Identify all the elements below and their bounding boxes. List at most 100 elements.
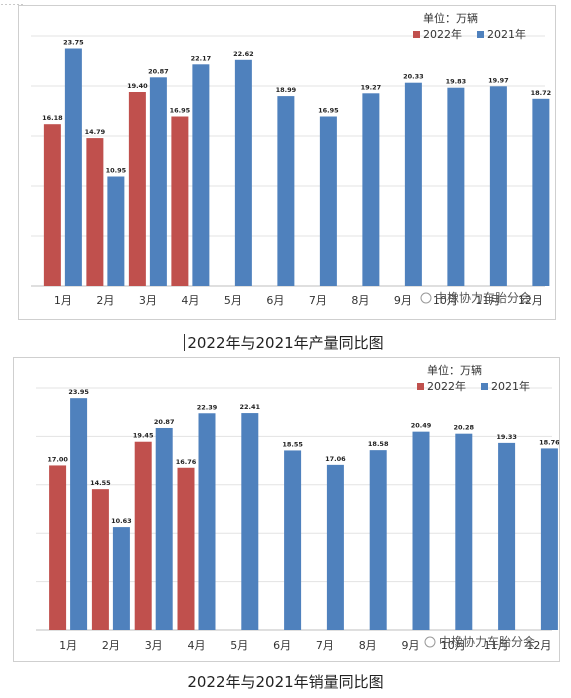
data-label: 19.97 xyxy=(488,76,509,84)
bar xyxy=(43,124,61,286)
data-label: 20.28 xyxy=(454,424,475,432)
sales-chart-caption: 2022年与2021年销量同比图 xyxy=(187,673,384,691)
data-label: 22.41 xyxy=(240,403,261,411)
data-label: 22.39 xyxy=(197,403,218,411)
sales-chart-svg: 单位：万辆 2022年 2021年 17.00 23.95 1月 14.55 10.63 2月 1… xyxy=(36,363,559,652)
category-label: 9月 xyxy=(394,294,412,307)
bar xyxy=(532,98,550,286)
category-label: 6月 xyxy=(273,639,291,652)
data-label: 16.95 xyxy=(170,107,191,115)
data-label: 23.75 xyxy=(63,39,84,47)
category-label: 8月 xyxy=(359,639,377,652)
bar xyxy=(192,64,210,286)
production-chart: 单位：万辆 2022年 2021年 16.18 23.75 1月 14.79 10.95 2月 1… xyxy=(18,5,556,320)
bar xyxy=(91,489,109,630)
data-label: 17.06 xyxy=(325,455,346,463)
bar xyxy=(241,413,259,630)
bar xyxy=(277,96,295,286)
bar xyxy=(134,441,152,630)
bar xyxy=(455,433,473,630)
category-label: 2月 xyxy=(96,294,114,307)
production-chart-caption: 2022年与2021年产量同比图 xyxy=(187,334,384,352)
data-label: 10.95 xyxy=(106,167,127,175)
bar xyxy=(198,413,216,630)
category-label: 9月 xyxy=(402,639,420,652)
bar xyxy=(326,464,344,630)
bar xyxy=(107,176,125,286)
category-label: 7月 xyxy=(316,639,334,652)
category-label: 6月 xyxy=(266,294,284,307)
data-label: 19.40 xyxy=(127,82,148,90)
bar xyxy=(540,448,558,630)
bar xyxy=(112,527,130,630)
data-label: 16.76 xyxy=(176,458,197,466)
unit-label: 单位：万辆 xyxy=(423,11,478,25)
data-label: 18.99 xyxy=(276,86,297,94)
watermark-text: 中橡协力车胎分会 xyxy=(439,634,535,649)
category-label: 8月 xyxy=(351,294,369,307)
data-label: 16.95 xyxy=(318,107,339,115)
watermark-text: 中橡协力车胎分会 xyxy=(435,290,531,305)
category-label: 11月 xyxy=(484,639,509,652)
category-label: 3月 xyxy=(139,294,157,307)
bar xyxy=(64,48,82,286)
bar xyxy=(171,116,189,286)
data-label: 19.45 xyxy=(133,432,154,440)
data-label: 18.58 xyxy=(368,440,389,448)
category-label: 2月 xyxy=(102,639,120,652)
category-label: 7月 xyxy=(309,294,327,307)
bar xyxy=(70,398,88,630)
text-cursor xyxy=(184,334,185,351)
legend-label: 2022年 xyxy=(423,27,462,41)
legend-swatch xyxy=(477,31,484,38)
bar xyxy=(177,467,195,630)
bar xyxy=(369,450,387,630)
data-label: 10.63 xyxy=(111,517,132,525)
category-label: 10月 xyxy=(433,294,458,307)
bar xyxy=(412,431,430,630)
data-label: 19.27 xyxy=(361,83,382,91)
legend-swatch xyxy=(481,383,488,390)
legend-label: 2022年 xyxy=(427,379,466,393)
top-strip-text: …… xyxy=(0,0,380,5)
bar xyxy=(498,442,516,630)
category-label: 12月 xyxy=(526,639,551,652)
data-label: 19.83 xyxy=(446,78,467,86)
category-label: 11月 xyxy=(475,294,500,307)
bar xyxy=(489,86,507,286)
category-label: 4月 xyxy=(188,639,206,652)
bar xyxy=(362,93,380,286)
unit-label: 单位：万辆 xyxy=(427,363,482,377)
category-label: 10月 xyxy=(441,639,466,652)
data-label: 14.55 xyxy=(90,479,111,487)
data-label: 18.55 xyxy=(282,440,303,448)
bar xyxy=(284,450,302,630)
category-label: 12月 xyxy=(518,294,543,307)
legend-swatch xyxy=(417,383,424,390)
bar xyxy=(155,427,173,630)
data-label: 20.87 xyxy=(154,418,175,426)
category-label: 1月 xyxy=(59,639,77,652)
category-label: 1月 xyxy=(54,294,72,307)
bar xyxy=(404,82,422,286)
data-label: 22.62 xyxy=(233,50,254,58)
category-label: 5月 xyxy=(230,639,248,652)
bar xyxy=(49,465,67,630)
category-label: 3月 xyxy=(145,639,163,652)
data-label: 16.18 xyxy=(42,114,63,122)
legend-label: 2021年 xyxy=(491,379,530,393)
bar xyxy=(234,59,252,286)
data-label: 23.95 xyxy=(68,388,89,396)
production-chart-svg: 单位：万辆 2022年 2021年 16.18 23.75 1月 14.79 10.95 2月 1… xyxy=(31,11,552,307)
legend-label: 2021年 xyxy=(487,27,526,41)
bar xyxy=(86,138,104,286)
bar xyxy=(128,92,146,286)
data-label: 22.17 xyxy=(191,54,212,62)
data-label: 18.72 xyxy=(531,89,552,97)
bar xyxy=(319,116,337,286)
category-label: 5月 xyxy=(224,294,242,307)
data-label: 14.79 xyxy=(85,128,106,136)
data-label: 18.76 xyxy=(539,438,559,446)
legend-swatch xyxy=(413,31,420,38)
watermark-icon xyxy=(420,292,432,304)
